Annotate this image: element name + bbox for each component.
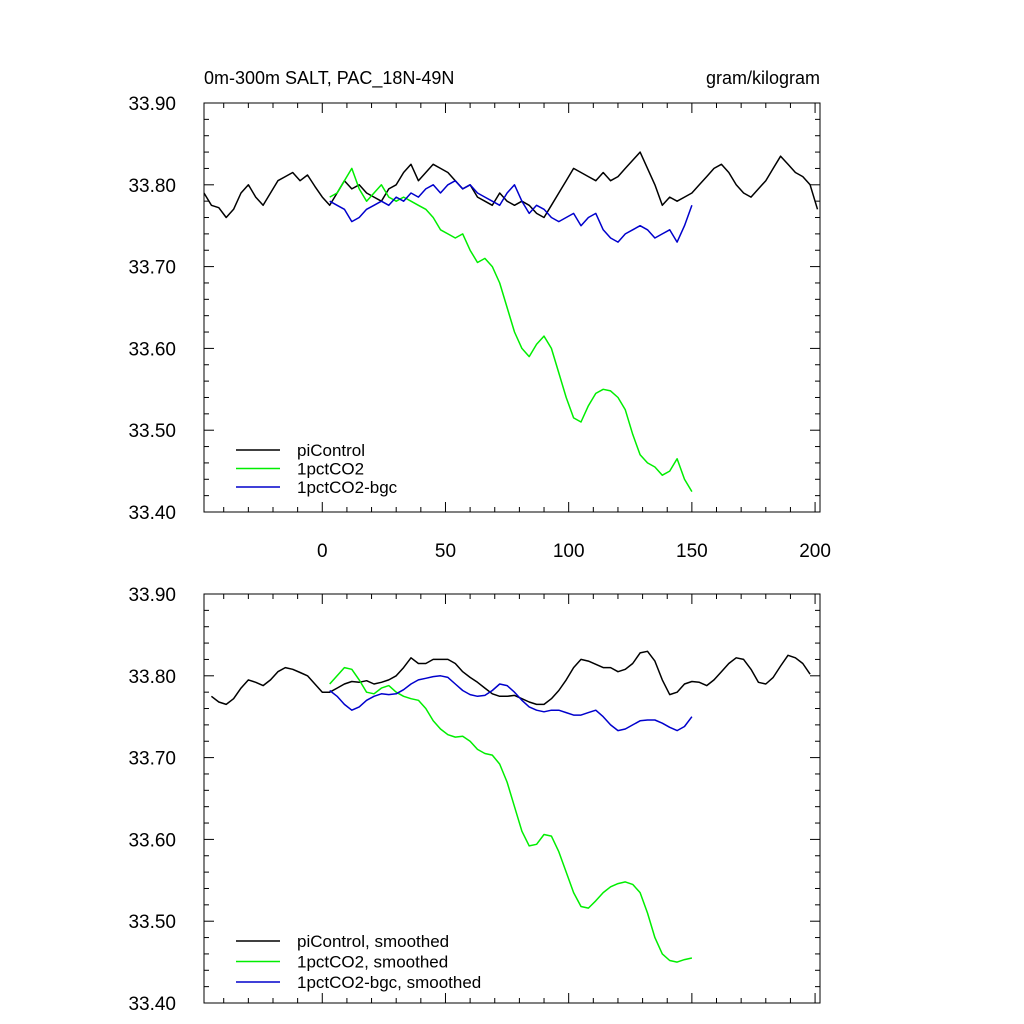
y-tick-label: 33.80 bbox=[128, 667, 176, 688]
x-tick-label: 150 bbox=[676, 541, 708, 562]
y-tick-label: 33.90 bbox=[128, 94, 176, 115]
y-tick-label: 33.70 bbox=[128, 749, 176, 770]
y-tick-label: 33.70 bbox=[128, 258, 176, 279]
top-panel: 33.40 33.50 33.60 33.70 33.80 33.90 0 50 100 150 2… bbox=[128, 94, 830, 562]
legend-label: piControl bbox=[297, 441, 365, 460]
legend-label: 1pctCO2-bgc, smoothed bbox=[297, 973, 481, 992]
series-line-1 bbox=[210, 650, 811, 706]
y-tick-label: 33.40 bbox=[128, 994, 176, 1015]
legend-label: 1pctCO2 bbox=[297, 460, 364, 479]
y-tick-label: 33.90 bbox=[128, 585, 176, 606]
plot-frame bbox=[203, 102, 821, 513]
series-line-1 bbox=[203, 151, 819, 219]
legend-label: piControl, smoothed bbox=[297, 932, 449, 951]
y-tick-label: 33.50 bbox=[128, 421, 176, 442]
x-tick-label: 0 bbox=[317, 541, 328, 562]
x-tick-label: 200 bbox=[799, 541, 831, 562]
series-line-2 bbox=[329, 666, 693, 963]
plot-frame bbox=[203, 593, 821, 1004]
y-tick-label: 33.40 bbox=[128, 503, 176, 524]
series-line-3 bbox=[329, 675, 693, 732]
y-tick-label: 33.50 bbox=[128, 912, 176, 933]
x-tick-label: 100 bbox=[553, 541, 585, 562]
legend-label: 1pctCO2-bgc bbox=[297, 478, 398, 497]
series-line-2 bbox=[329, 167, 693, 492]
series-line-3 bbox=[329, 179, 693, 243]
bottom-panel: 33.40 33.50 33.60 33.70 33.80 33.90 piControl,… bbox=[128, 585, 821, 1015]
y-tick-label: 33.80 bbox=[128, 176, 176, 197]
units-label: gram/kilogram bbox=[706, 68, 820, 88]
y-tick-label: 33.60 bbox=[128, 830, 176, 851]
chart-title: 0m-300m SALT, PAC_18N-49N bbox=[204, 68, 454, 89]
y-tick-label: 33.60 bbox=[128, 339, 176, 360]
x-tick-label: 50 bbox=[435, 541, 456, 562]
legend-label: 1pctCO2, smoothed bbox=[297, 953, 448, 972]
